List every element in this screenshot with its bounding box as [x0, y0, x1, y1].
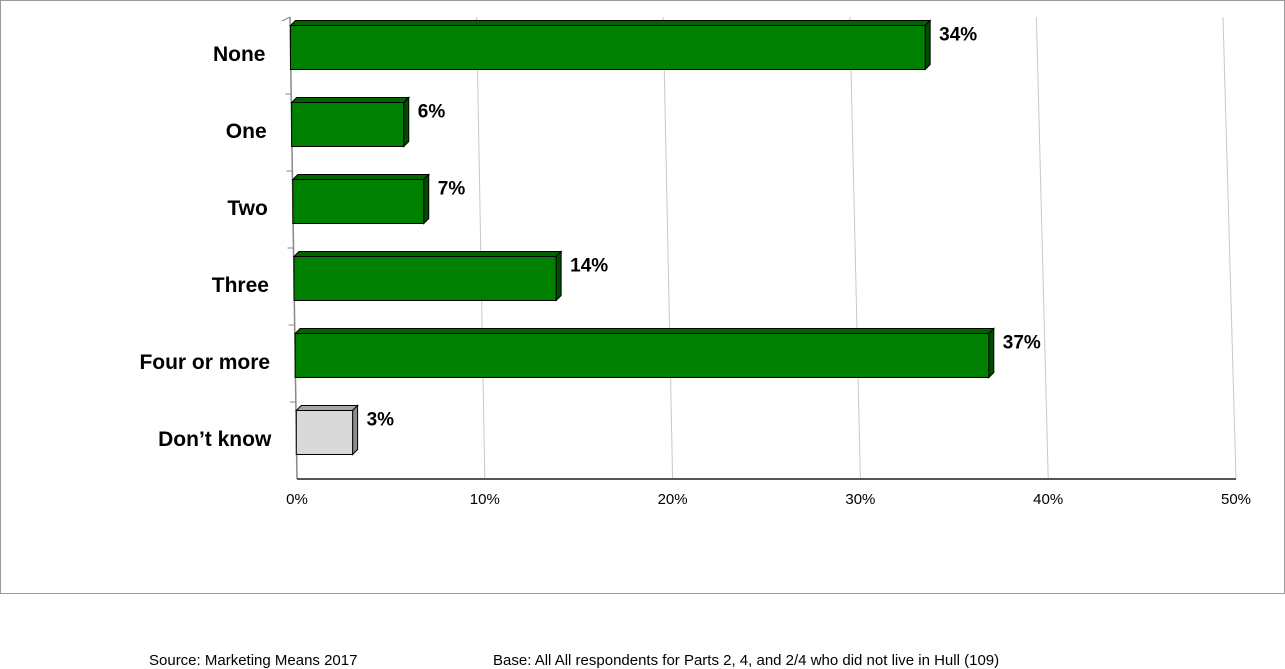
category-label: One	[226, 120, 267, 143]
gridline	[1035, 16, 1049, 480]
x-tick-label: 0%	[286, 491, 308, 508]
bar-side	[924, 19, 931, 71]
x-tick-label: 10%	[470, 491, 500, 508]
gridlines	[476, 16, 1237, 480]
category-label: Three	[212, 274, 269, 297]
category-label: Four or more	[139, 351, 270, 374]
labels: 0% 10% 20% 30% 40% 50% 34% None 6% One 7% Two 14% Thr…	[139, 25, 1251, 508]
bar-side	[423, 173, 430, 225]
bar-top	[295, 405, 359, 411]
bar	[293, 256, 557, 301]
gridline	[1222, 16, 1237, 480]
x-tick-label: 40%	[1033, 491, 1063, 508]
bar-side	[403, 96, 410, 148]
gridline	[849, 16, 861, 480]
base-note: Base: All All respondents for Parts 2, 4…	[493, 652, 1000, 669]
category-label: Two	[227, 197, 267, 220]
bar-value-label: 34%	[939, 25, 977, 46]
axes	[281, 16, 1236, 480]
bar-top	[290, 97, 410, 103]
y-axis-cap	[281, 16, 291, 22]
category-label: Don’t know	[158, 428, 272, 451]
x-tick-label: 20%	[658, 491, 688, 508]
x-tick-label: 50%	[1221, 491, 1251, 508]
bar-top	[293, 328, 996, 334]
x-tick-label: 30%	[845, 491, 875, 508]
bar-side	[555, 250, 562, 302]
gridline	[476, 16, 486, 480]
category-label: None	[213, 43, 266, 66]
bar	[289, 25, 926, 70]
source-note: Source: Marketing Means 2017	[149, 652, 358, 669]
bar-value-label: 3%	[367, 410, 395, 431]
bar-value-label: 7%	[438, 179, 466, 200]
bar	[291, 102, 405, 147]
bar-top	[289, 20, 932, 26]
gridline	[662, 16, 674, 480]
bar-value-label: 6%	[418, 102, 446, 123]
bar-chart: 0% 10% 20% 30% 40% 50% 34% None 6% One 7% Two 14% Thr…	[139, 16, 1251, 508]
bar-value-label: 14%	[570, 256, 608, 277]
bar-value-label: 37%	[1003, 333, 1041, 354]
bar-top	[292, 251, 563, 257]
bar-side	[988, 327, 995, 379]
bar	[295, 410, 354, 455]
bar-top	[291, 174, 430, 180]
bars	[289, 19, 996, 456]
bar-side	[352, 404, 359, 456]
bar	[292, 179, 425, 224]
bar	[294, 333, 990, 378]
